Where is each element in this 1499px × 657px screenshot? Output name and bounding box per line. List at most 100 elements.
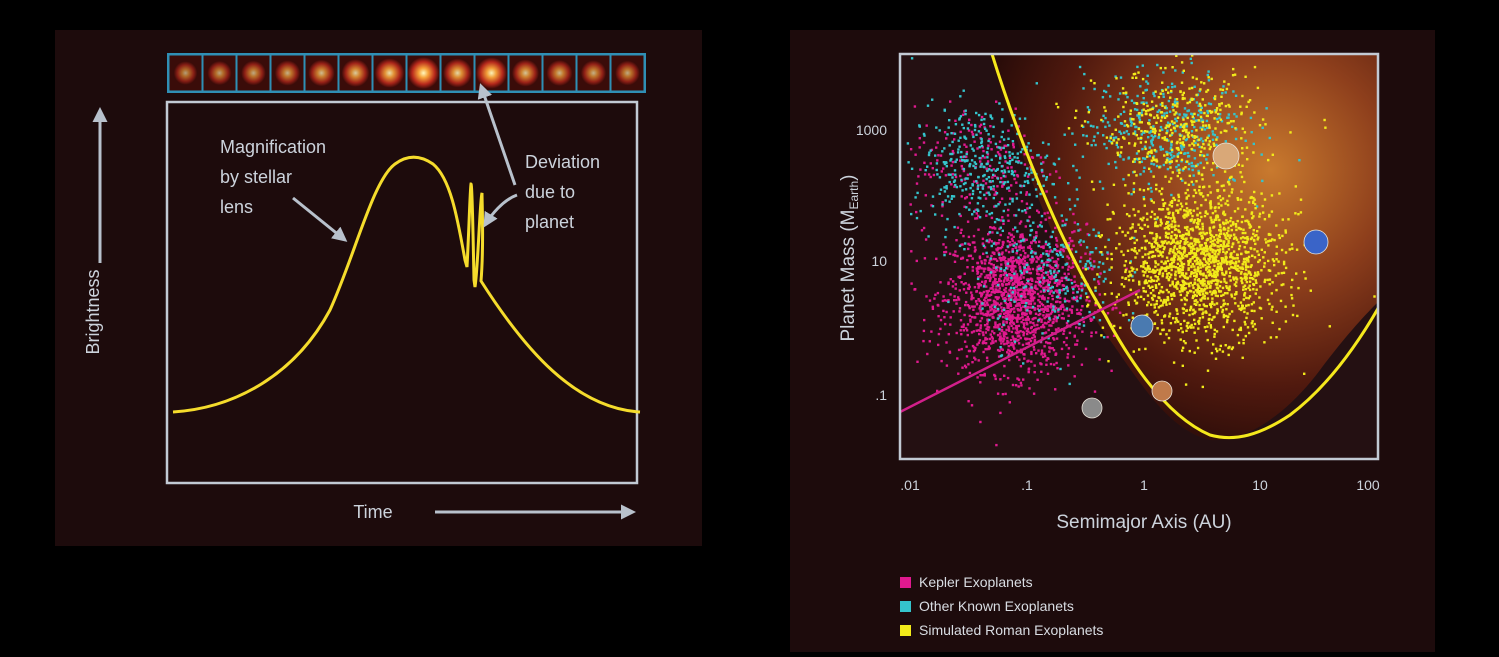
scatter-point: [1023, 289, 1027, 292]
scatter-point: [1161, 104, 1164, 107]
scatter-point: [1190, 237, 1193, 240]
scatter-point: [1161, 255, 1164, 258]
scatter-point: [1227, 346, 1230, 350]
scatter-point: [1100, 118, 1103, 122]
scatter-point: [965, 355, 969, 358]
scatter-point: [975, 217, 979, 220]
scatter-point: [994, 243, 998, 246]
scatter-point: [1157, 136, 1160, 139]
scatter-point: [1023, 323, 1026, 327]
scatter-point: [1152, 279, 1155, 282]
scatter-point: [1196, 289, 1199, 292]
scatter-point: [1236, 207, 1240, 210]
scatter-point: [1161, 101, 1164, 105]
scatter-point: [979, 319, 982, 323]
scatter-point: [1036, 281, 1040, 284]
scatter-point: [1082, 324, 1086, 327]
scatter-point: [936, 141, 939, 144]
scatter-point: [1194, 289, 1198, 292]
scatter-point: [1163, 202, 1167, 205]
scatter-point: [1150, 296, 1154, 300]
scatter-point: [1135, 268, 1139, 271]
scatter-point: [1221, 247, 1225, 251]
scatter-point: [1041, 295, 1044, 299]
scatter-point: [1033, 324, 1036, 327]
scatter-point: [1175, 247, 1179, 251]
scatter-point: [1215, 350, 1219, 353]
scatter-point: [1204, 310, 1207, 313]
strip-frame: [167, 53, 646, 93]
scatter-point: [1234, 223, 1238, 226]
scatter-point: [993, 280, 996, 283]
scatter-point: [943, 131, 947, 134]
scatter-point: [1227, 226, 1230, 230]
scatter-point: [1126, 125, 1130, 128]
scatter-point: [983, 324, 987, 327]
scatter-point: [1196, 213, 1199, 216]
scatter-point: [1240, 111, 1243, 114]
scatter-point: [1121, 87, 1125, 90]
scatter-point: [1139, 217, 1142, 221]
scatter-point: [1058, 176, 1061, 179]
scatter-point: [1180, 257, 1184, 260]
scatter-point: [979, 374, 982, 377]
scatter-point: [1176, 312, 1179, 315]
scatter-point: [1162, 92, 1165, 96]
scatter-point: [957, 296, 960, 299]
scatter-point: [972, 234, 976, 238]
scatter-point: [1084, 265, 1087, 268]
scatter-point: [966, 259, 969, 262]
scatter-point: [1006, 310, 1010, 313]
scatter-point: [1174, 270, 1177, 273]
scatter-point: [1179, 125, 1182, 129]
scatter-point: [1150, 151, 1153, 154]
scatter-point: [1138, 188, 1142, 191]
scatter-point: [1011, 261, 1014, 264]
scatter-point: [1087, 259, 1090, 263]
scatter-point: [1204, 254, 1207, 257]
scatter-point: [1255, 205, 1259, 208]
scatter-point: [1170, 193, 1173, 197]
scatter-point: [1231, 223, 1235, 226]
scatter-point: [1115, 247, 1118, 250]
scatter-point: [1044, 331, 1048, 334]
scatter-point: [1210, 218, 1213, 222]
scatter-point: [1172, 292, 1176, 295]
scatter-point: [1246, 158, 1249, 161]
scatter-point: [1185, 130, 1188, 134]
scatter-point: [963, 364, 967, 367]
scatter-point: [1159, 220, 1163, 223]
scatter-point: [1140, 265, 1143, 268]
strip-pointer-arrow: [477, 83, 517, 186]
scatter-point: [1194, 119, 1198, 122]
scatter-point: [934, 154, 937, 157]
scatter-point: [1235, 238, 1239, 241]
scatter-point: [971, 257, 974, 260]
scatter-point: [1214, 210, 1217, 213]
scatter-point: [1150, 134, 1153, 137]
scatter-point: [1165, 139, 1169, 142]
scatter-point: [1073, 275, 1076, 278]
scatter-point: [1047, 289, 1050, 293]
scatter-point: [1059, 301, 1062, 304]
scatter-point: [1245, 277, 1248, 280]
scatter-point: [1154, 310, 1158, 313]
scatter-point: [1155, 299, 1159, 303]
scatter-point: [1218, 229, 1221, 232]
scatter-point: [1039, 267, 1042, 270]
scatter-point: [1149, 126, 1153, 129]
scatter-point: [931, 307, 935, 310]
scatter-point: [1188, 100, 1192, 104]
scatter-point: [1016, 275, 1019, 278]
scatter-point: [1263, 198, 1267, 201]
scatter-point: [1074, 284, 1078, 287]
scatter-point: [973, 356, 976, 359]
scatter-point: [945, 364, 949, 367]
scatter-point: [1254, 271, 1257, 274]
scatter-point: [1000, 170, 1003, 173]
scatter-point: [1219, 344, 1222, 348]
scatter-point: [1222, 226, 1226, 230]
scatter-point: [1220, 260, 1224, 263]
scatter-point: [1237, 226, 1240, 230]
scatter-point: [1217, 245, 1220, 248]
